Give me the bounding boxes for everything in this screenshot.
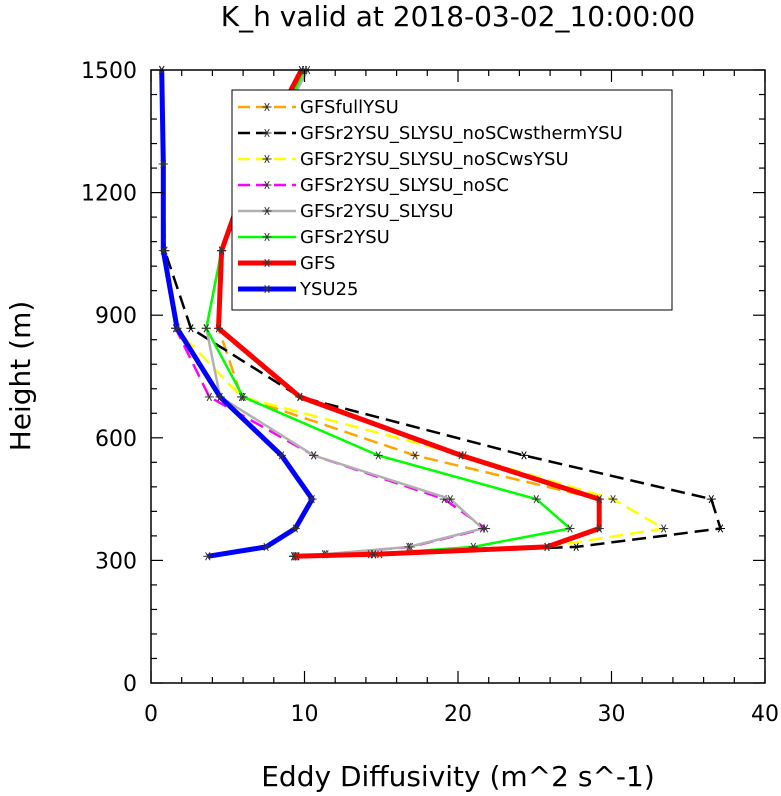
x-tick-label: 40 [751,702,779,727]
data-point [289,552,299,561]
legend-marker [262,154,272,164]
data-point [571,542,581,552]
data-point [369,550,379,559]
data-point [531,494,541,504]
x-tick-label: 0 [144,702,158,727]
data-point [201,324,211,333]
legend-label: GFSr2YSU_SLYSU_noSCwsYSU [300,149,569,170]
x-tick-label: 20 [444,702,472,727]
axes-layer: 0 10 20 30 40 0 300 600 900 1200 1500 [81,59,779,727]
x-tick-label: 30 [598,702,626,727]
data-point [295,392,305,402]
series-7 [157,65,317,561]
data-point [608,494,618,504]
y-axis-label: Height (m) [4,301,37,452]
data-point [158,246,168,255]
data-point [659,524,669,533]
data-point [307,494,317,504]
data-point [445,494,455,504]
data-point [715,524,725,533]
legend-label: GFSfullYSU [300,97,399,118]
data-point [261,542,271,552]
legend-label: GFSr2YSU [300,227,390,248]
data-point [309,451,319,460]
legend-item: GFSfullYSU [238,97,399,118]
legend-box [231,89,673,311]
legend-marker [262,232,272,242]
data-point [706,494,716,504]
legend-marker [262,128,272,138]
legend-marker [262,284,272,294]
x-axis-label: Eddy Diffusivity (m^2 s^-1) [261,760,655,793]
data-point [478,524,488,533]
data-point [204,392,214,402]
legend-marker [262,258,272,268]
data-point [290,524,300,533]
legend-marker [262,180,272,190]
legend-marker [262,206,272,216]
data-point [217,246,227,255]
data-point [410,451,420,460]
legend-item: GFSr2YSU_SLYSU_noSCwsYSU [238,149,569,170]
series-line [159,69,315,559]
data-point [276,451,286,460]
y-tick-label: 900 [95,304,137,329]
data-point [172,324,182,333]
data-point [565,524,575,533]
legend-item: GFS [238,253,335,274]
data-point [373,451,383,460]
legend-marker [262,102,272,112]
legend-item: GFSr2YSU [238,227,390,248]
legend: GFSfullYSU GFSr2YSU_SLYSU_noSCwsthermYSU G… [231,89,673,311]
chart-title: K_h valid at 2018-03-02_10:00:00 [221,0,695,33]
data-point [203,552,213,561]
y-tick-label: 300 [95,549,137,574]
data-point [456,451,466,460]
data-point [158,159,168,169]
legend-label: YSU25 [299,279,359,300]
y-tick-label: 0 [123,672,137,697]
y-tick-label: 1500 [81,59,137,84]
x-tick-label: 10 [291,702,319,727]
data-point [404,542,414,552]
data-point [214,324,224,333]
data-point [519,451,529,460]
data-point [186,324,196,333]
data-point [238,392,248,402]
y-tick-label: 600 [95,427,137,452]
data-point [594,524,604,533]
legend-label: GFSr2YSU_SLYSU_noSCwsthermYSU [300,123,623,144]
data-point [594,494,604,504]
legend-item: YSU25 [238,279,359,300]
data-point [215,392,225,402]
y-tick-label: 1200 [81,182,137,207]
legend-label: GFSr2YSU_SLYSU [300,201,454,222]
legend-item: GFSr2YSU_SLYSU [238,201,454,222]
data-point [542,542,552,552]
legend-item: GFSr2YSU_SLYSU_noSCwsthermYSU [238,123,623,144]
legend-label: GFS [300,253,335,274]
series-layer [157,65,725,561]
legend-item: GFSr2YSU_SLYSU_noSC [238,175,509,196]
legend-label: GFSr2YSU_SLYSU_noSC [300,175,509,196]
